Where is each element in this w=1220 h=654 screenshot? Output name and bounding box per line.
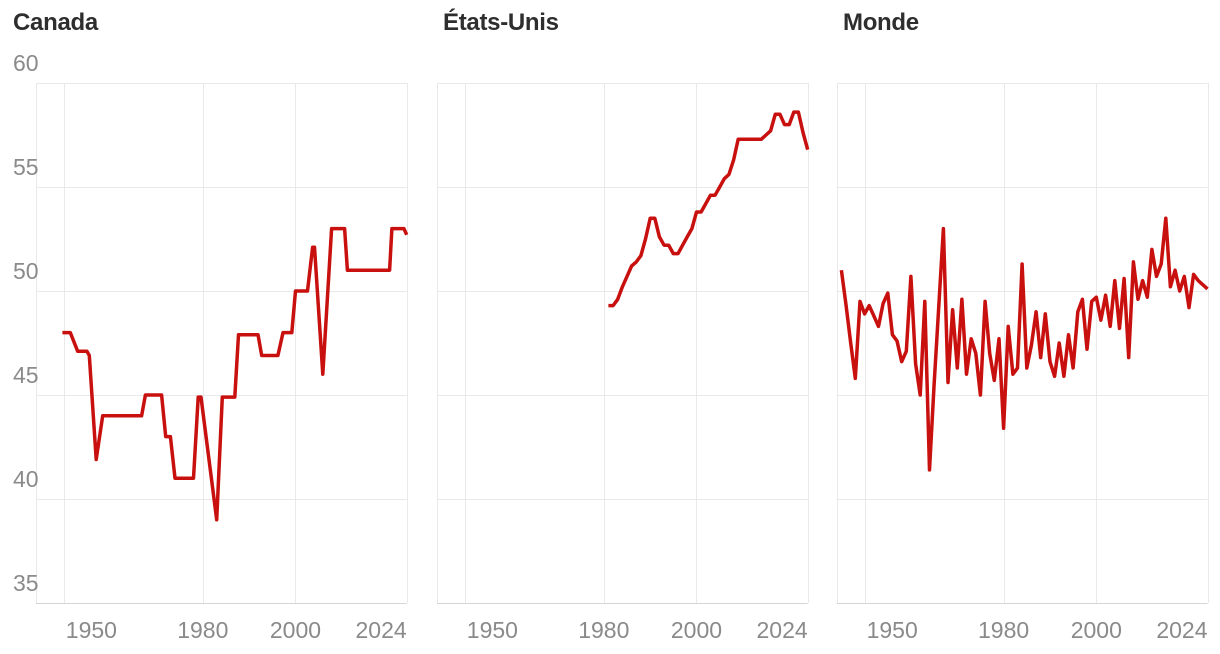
x-axis-tick-label: 2024 xyxy=(356,617,407,643)
y-axis-tick-label: 60 xyxy=(13,50,39,76)
y-axis-tick-label: 50 xyxy=(13,258,39,284)
x-axis-tick-label: 1950 xyxy=(867,617,918,643)
y-axis-tick-label: 55 xyxy=(13,154,39,180)
x-axis-tick-label: 1980 xyxy=(578,617,629,643)
x-axis-tick-label: 1980 xyxy=(177,617,228,643)
data-line-Canada xyxy=(62,226,409,522)
x-axis-tick-label: 1950 xyxy=(66,617,117,643)
x-axis-tick-label: 2024 xyxy=(1156,617,1207,643)
x-axis-tick-label: 2000 xyxy=(270,617,321,643)
y-axis-tick-label: 40 xyxy=(13,466,39,492)
x-axis-tick-label: 2024 xyxy=(757,617,808,643)
y-axis-tick-label: 35 xyxy=(13,570,39,596)
data-line-États-Unis xyxy=(608,110,810,308)
panel-title-canada: Canada xyxy=(13,9,98,36)
x-axis-tick-label: 1950 xyxy=(467,617,518,643)
data-line-Monde xyxy=(839,216,1209,472)
y-axis-tick-label: 45 xyxy=(13,362,39,388)
panel-title-monde: Monde xyxy=(843,9,919,36)
x-axis-tick-label: 1980 xyxy=(978,617,1029,643)
panel-title-etats-unis: États-Unis xyxy=(443,9,559,36)
x-axis-tick-label: 2000 xyxy=(1071,617,1122,643)
x-axis-tick-label: 2000 xyxy=(671,617,722,643)
